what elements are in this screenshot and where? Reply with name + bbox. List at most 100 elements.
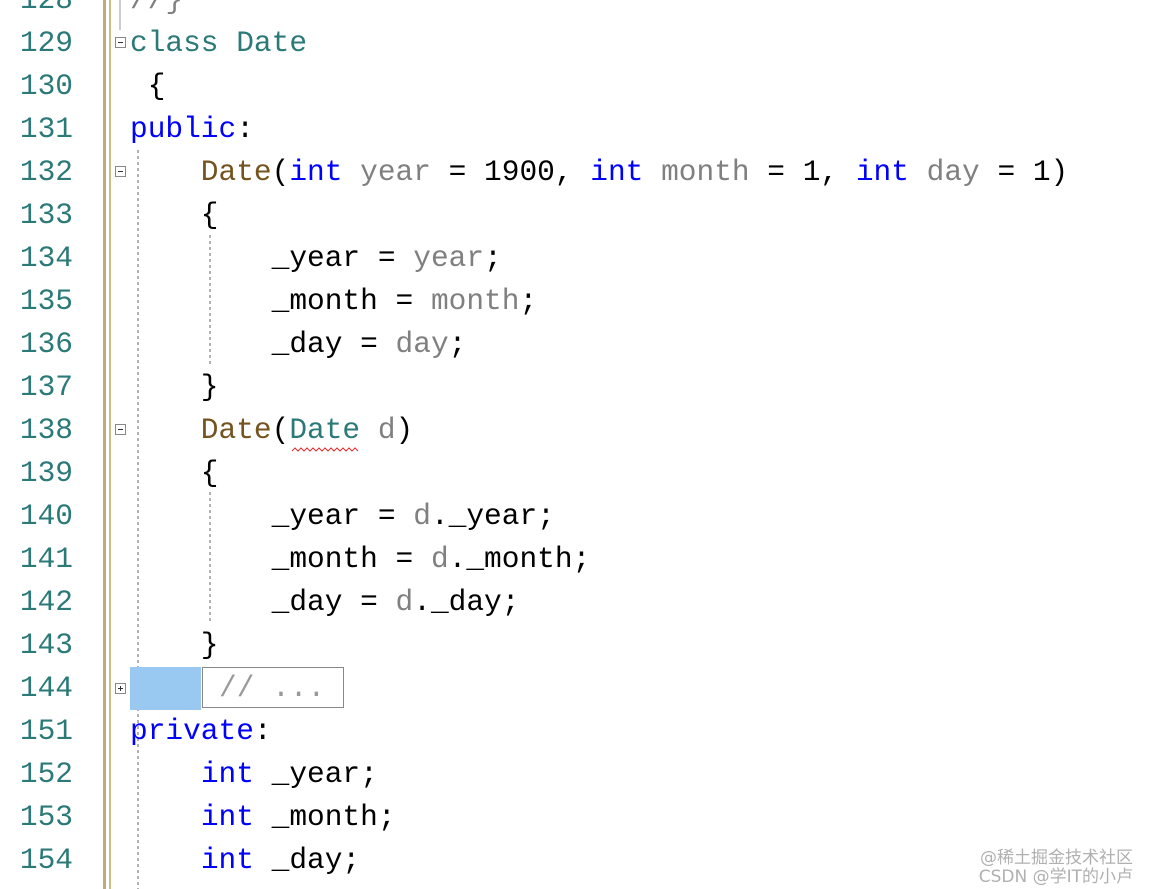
line-number: 143: [19, 628, 73, 662]
code-token: _month =: [130, 284, 431, 318]
code-token: _year;: [253, 757, 378, 791]
code-token: = 1): [979, 155, 1069, 189]
line-number: 128: [19, 0, 73, 17]
line-number: 141: [19, 542, 73, 576]
code-token: month: [643, 155, 750, 189]
change-bar: [109, 0, 111, 889]
code-token: public: [130, 112, 237, 146]
code-token: :: [236, 112, 254, 146]
code-text: _day = d._day;: [130, 581, 520, 624]
code-token: _month;: [253, 800, 396, 834]
code-token: year: [342, 155, 431, 189]
code-token: _day =: [130, 585, 396, 619]
code-text: int _day;: [130, 839, 360, 882]
code-token: d: [360, 413, 396, 447]
code-text: _month = d._month;: [130, 538, 591, 581]
code-token: {: [130, 456, 219, 490]
line-number: 139: [19, 456, 73, 490]
code-token: int: [289, 155, 343, 189]
code-token: int: [200, 843, 254, 877]
line-number: 138: [19, 413, 73, 447]
code-text: Date(int year = 1900, int month = 1, int…: [130, 151, 1068, 194]
code-token: = 1900,: [430, 155, 591, 189]
line-number: 137: [19, 370, 73, 404]
line-number: 129: [19, 26, 73, 60]
code-token: ;: [484, 241, 502, 275]
code-text: _month = month;: [130, 280, 538, 323]
code-token: = 1,: [749, 155, 856, 189]
line-number: 154: [19, 843, 73, 877]
code-token: (: [271, 413, 290, 447]
line-number: 152: [19, 757, 73, 791]
code-token: _year =: [130, 241, 414, 275]
line-number: 153: [19, 800, 73, 834]
code-token: ): [395, 413, 414, 447]
line-number: 142: [19, 585, 73, 619]
line-number: 136: [19, 327, 73, 361]
collapsed-indent: [130, 667, 201, 710]
line-number: 131: [19, 112, 73, 146]
line-number: 132: [19, 155, 73, 189]
watermark: @稀土掘金技术社区: [980, 848, 1133, 868]
code-token: }: [130, 370, 219, 404]
code-token: month: [430, 284, 520, 318]
watermark: CSDN @学IT的小卢: [978, 867, 1133, 887]
code-text: }: [130, 624, 219, 667]
code-token: _day =: [130, 327, 396, 361]
code-text: _year = year;: [130, 237, 502, 280]
code-token: [130, 800, 201, 834]
code-token: ;: [519, 284, 538, 318]
code-token: class Date: [130, 26, 308, 60]
code-token: :: [253, 714, 272, 748]
line-number: 140: [19, 499, 73, 533]
fold-toggle[interactable]: [115, 683, 126, 694]
code-text: }: [130, 366, 219, 409]
code-token: int: [200, 800, 254, 834]
code-token: {: [130, 69, 166, 103]
code-text: //}: [130, 0, 183, 22]
code-text: _year = d._year;: [130, 495, 555, 538]
change-bar: [103, 0, 106, 889]
line-number: 134: [19, 241, 73, 275]
code-token: year: [413, 241, 485, 275]
line-number: 144: [19, 671, 73, 705]
fold-toggle[interactable]: [115, 37, 126, 48]
code-token: ._month;: [448, 542, 591, 576]
code-token: [130, 757, 201, 791]
code-text: _day = day;: [130, 323, 467, 366]
code-token: ._year;: [430, 499, 555, 533]
code-token: int: [590, 155, 644, 189]
code-token: day: [395, 327, 449, 361]
code-token: d: [395, 585, 414, 619]
line-number: 135: [19, 284, 73, 318]
code-token: (: [271, 155, 290, 189]
code-token: d: [413, 499, 431, 533]
line-number: 151: [19, 714, 73, 748]
code-text: public:: [130, 108, 254, 151]
code-token: //}: [130, 0, 184, 17]
code-token: Date: [130, 155, 272, 189]
code-text: {: [130, 65, 166, 108]
code-token: {: [130, 198, 219, 232]
collapsed-block[interactable]: // ...: [202, 667, 344, 708]
error-squiggle: [291, 447, 359, 452]
fold-toggle[interactable]: [115, 424, 126, 435]
code-token: int: [855, 155, 909, 189]
code-token: ._day;: [413, 585, 520, 619]
code-token: day: [908, 155, 980, 189]
code-token: ;: [448, 327, 467, 361]
code-token: Date: [130, 413, 272, 447]
code-text: Date(Date d): [130, 409, 413, 452]
code-token: _month =: [130, 542, 431, 576]
code-text: int _month;: [130, 796, 396, 839]
code-token: int: [200, 757, 254, 791]
fold-toggle[interactable]: [115, 166, 126, 177]
line-number: 133: [19, 198, 73, 232]
code-text: class Date: [130, 22, 307, 65]
code-token: _year =: [130, 499, 414, 533]
code-token: private: [130, 714, 254, 748]
code-token: d: [430, 542, 449, 576]
code-token: Date: [289, 413, 361, 447]
